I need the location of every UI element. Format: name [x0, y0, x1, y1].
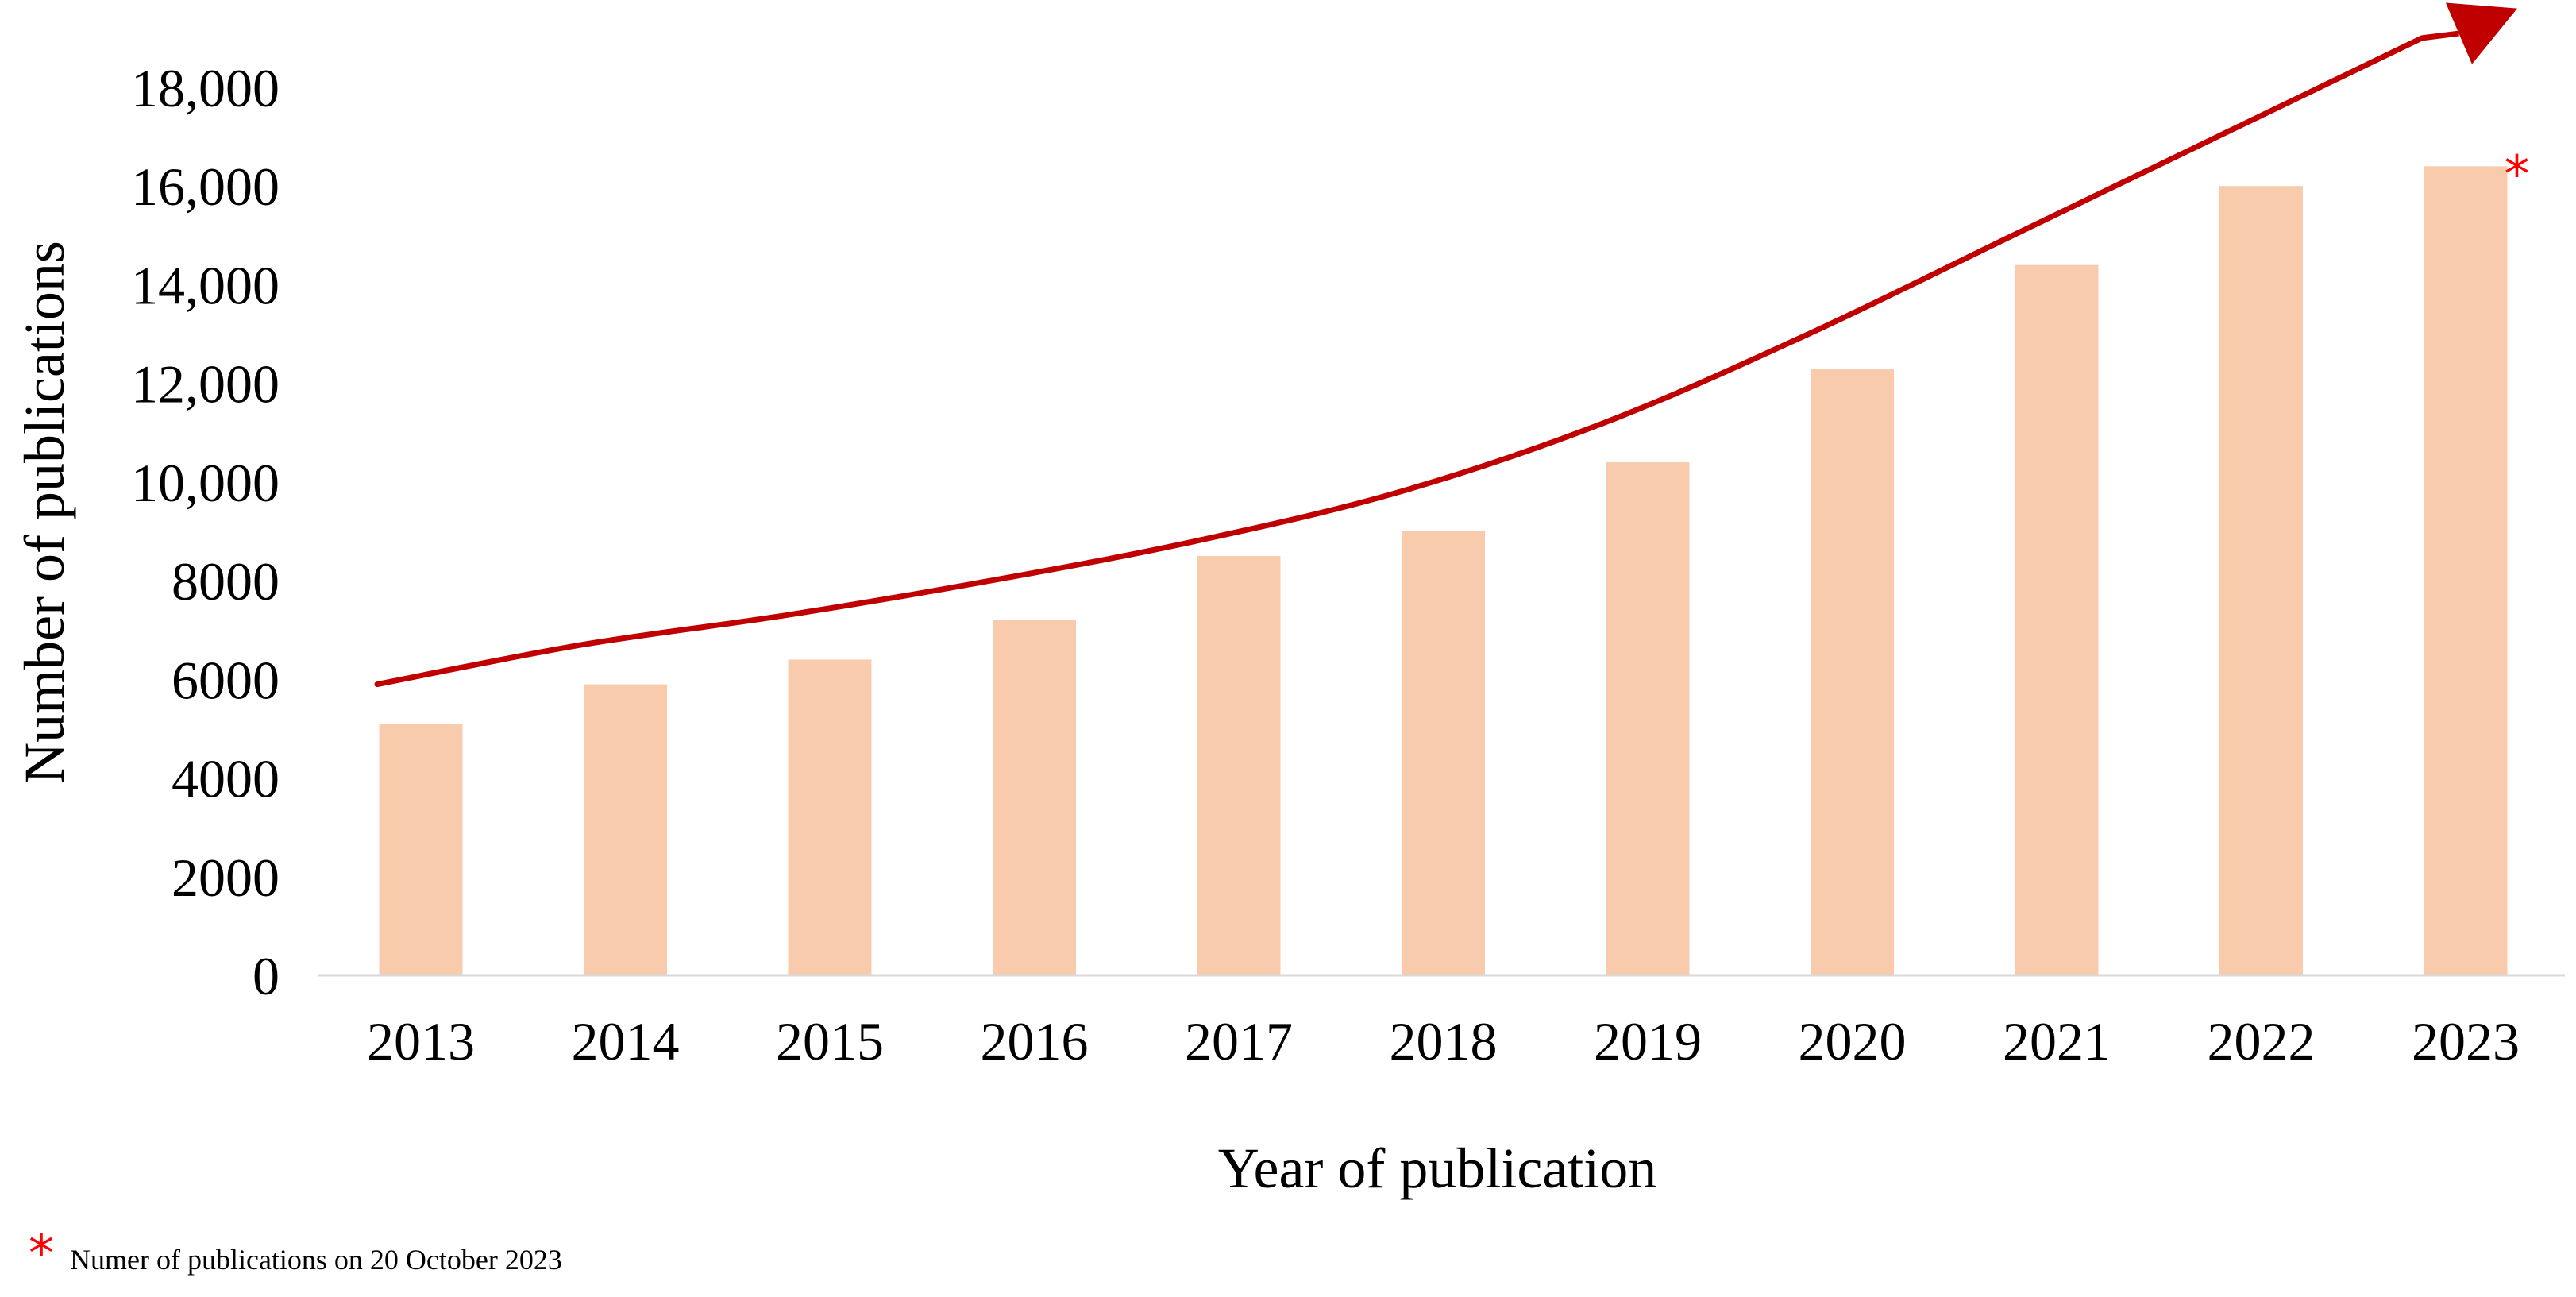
annotation-asterisk: *	[2505, 145, 2530, 204]
y-tick-label: 8000	[172, 551, 280, 612]
bar-2022	[2219, 186, 2303, 975]
bar-2019	[1606, 462, 1690, 975]
trend-arrow-head	[2445, 2, 2517, 64]
trend-line	[374, 35, 2425, 688]
y-tick-label: 0	[253, 946, 280, 1006]
y-tick-label: 12,000	[131, 354, 280, 415]
bar-2016	[993, 620, 1076, 975]
bar-2023	[2424, 166, 2508, 975]
x-tick-label: 2015	[776, 1011, 884, 1071]
y-tick-label: 4000	[172, 749, 280, 809]
bar-2015	[788, 659, 872, 975]
y-tick-label: 14,000	[131, 255, 280, 315]
x-tick-label: 2022	[2208, 1011, 2316, 1071]
y-axis-ticks: 0 2000 4000 6000 8000 10,000 12,000 14,000 16,00…	[131, 58, 280, 1006]
x-tick-label: 2018	[1390, 1011, 1498, 1071]
x-axis-title: Year of publication	[1218, 1137, 1657, 1200]
bar-2018	[1402, 531, 1485, 975]
x-tick-label: 2017	[1185, 1011, 1293, 1071]
x-axis-ticks: 2013 2014 2015 2016 2017 2018 2019 2020 2021 2022…	[367, 1011, 2520, 1071]
bar-2013	[379, 724, 463, 975]
bar-2021	[2015, 264, 2099, 976]
bar-2014	[584, 684, 667, 975]
bars-group	[379, 166, 2508, 976]
y-axis-title: Number of publications	[13, 241, 76, 784]
footnote-text: Numer of publications on 20 October 2023	[70, 1244, 562, 1276]
trend-arrow	[374, 2, 2517, 688]
x-tick-label: 2021	[2003, 1011, 2111, 1071]
x-tick-label: 2020	[1799, 1011, 1907, 1071]
y-tick-label: 2000	[172, 847, 280, 908]
x-tick-label: 2016	[981, 1011, 1089, 1071]
x-tick-label: 2013	[367, 1011, 475, 1071]
y-tick-label: 6000	[172, 650, 280, 710]
annotations-group: *	[2505, 145, 2530, 204]
trend-line-end	[2421, 30, 2459, 41]
x-tick-label: 2023	[2412, 1011, 2520, 1071]
x-tick-label: 2014	[572, 1011, 680, 1071]
x-tick-label: 2019	[1594, 1011, 1702, 1071]
bar-2020	[1811, 369, 1894, 975]
footnote-asterisk: *	[29, 1225, 54, 1283]
y-tick-label: 16,000	[131, 156, 280, 217]
y-tick-label: 18,000	[131, 58, 280, 118]
bar-2017	[1197, 556, 1281, 975]
y-tick-label: 10,000	[131, 453, 280, 513]
